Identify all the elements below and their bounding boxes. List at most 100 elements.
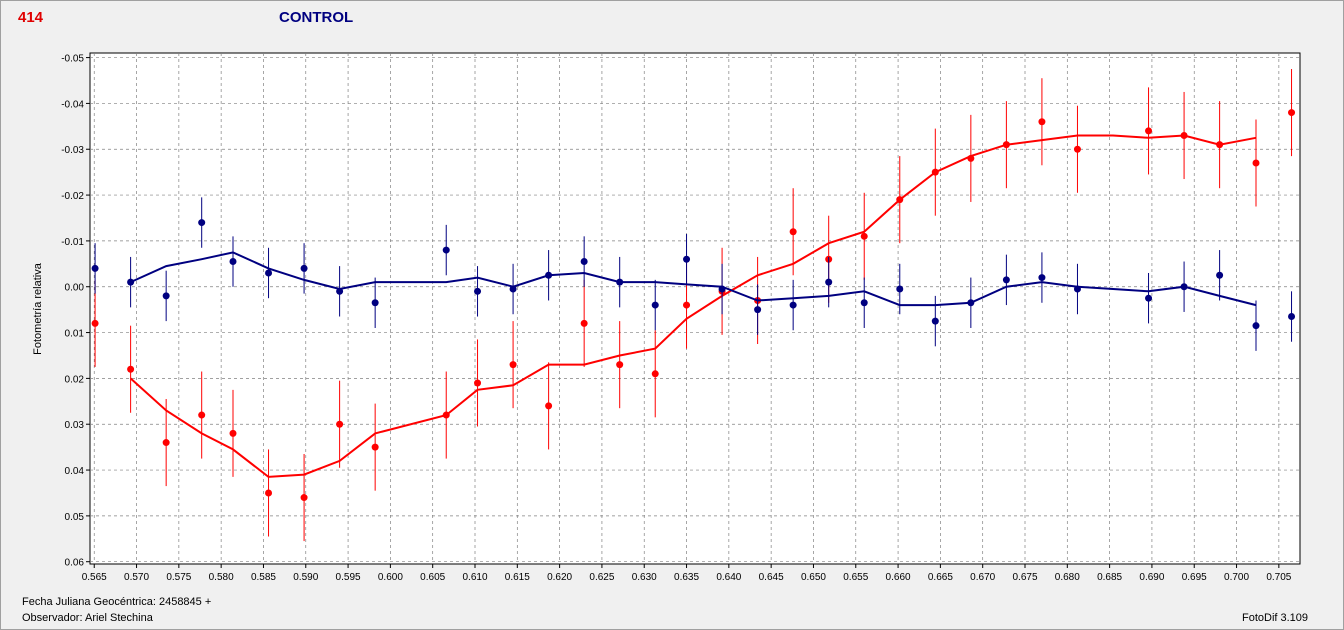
data-point: [860, 299, 868, 307]
data-point: [616, 278, 624, 286]
data-point: [931, 317, 939, 325]
data-point: [1002, 141, 1010, 149]
series-0: [91, 69, 1296, 542]
date-label: Fecha Juliana Geocéntrica: 2458845 +: [22, 596, 212, 608]
observer-label: Observador: Ariel Stechina: [22, 612, 153, 624]
data-point: [509, 285, 517, 293]
data-point: [265, 489, 273, 497]
x-tick-label: 0.670: [970, 572, 995, 583]
data-point: [1180, 131, 1188, 139]
data-point: [1038, 274, 1046, 282]
data-point: [683, 255, 691, 263]
data-point: [198, 219, 206, 227]
x-tick-label: 0.655: [843, 572, 868, 583]
y-tick-label: 0.06: [65, 558, 85, 569]
y-tick-label: 0.02: [65, 374, 85, 385]
data-point: [754, 306, 762, 314]
trend-line: [129, 134, 1257, 478]
y-tick-label: -0.03: [61, 145, 84, 156]
software-label: FotoDif 3.109: [1242, 612, 1309, 624]
data-point: [718, 285, 726, 293]
y-tick-label: -0.05: [61, 54, 84, 65]
data-point: [198, 411, 206, 419]
x-tick-label: 0.585: [251, 572, 276, 583]
object-id-label: 414: [18, 9, 44, 26]
data-point: [1288, 109, 1296, 117]
x-tick-label: 0.600: [378, 572, 403, 583]
data-point: [442, 246, 450, 254]
y-tick-label: -0.02: [61, 191, 84, 202]
chart-title: CONTROL: [279, 9, 354, 26]
data-point: [300, 494, 308, 502]
data-point: [860, 232, 868, 240]
data-point: [442, 411, 450, 419]
data-point: [1252, 322, 1260, 330]
data-point: [580, 258, 588, 266]
data-point: [580, 319, 588, 327]
x-tick-label: 0.660: [886, 572, 911, 583]
data-point: [1288, 313, 1296, 321]
trend-line: [130, 251, 1257, 307]
data-point: [229, 429, 237, 437]
data-point: [1216, 271, 1224, 279]
data-point: [651, 301, 659, 309]
data-point: [789, 228, 797, 236]
y-tick-label: -0.04: [61, 99, 84, 110]
x-tick-label: 0.570: [124, 572, 149, 583]
data-point: [229, 258, 237, 266]
data-point: [91, 264, 99, 272]
x-tick-label: 0.630: [632, 572, 657, 583]
data-point: [1073, 285, 1081, 293]
data-point: [896, 285, 904, 293]
series-layer: [91, 69, 1296, 542]
data-point: [967, 299, 975, 307]
x-tick-label: 0.635: [674, 572, 699, 583]
data-point: [162, 439, 170, 447]
data-point: [509, 361, 517, 369]
y-tick-label: 0.00: [65, 283, 85, 294]
x-tick-label: 0.700: [1224, 572, 1249, 583]
y-axis-ticks: -0.05 -0.04 -0.03 -0.02 -0.01 0.00 0.01 0.02 0.0…: [61, 54, 90, 569]
data-point: [371, 299, 379, 307]
x-tick-label: 0.595: [336, 572, 361, 583]
x-tick-label: 0.650: [801, 572, 826, 583]
data-point: [1145, 294, 1153, 302]
x-tick-label: 0.580: [209, 572, 234, 583]
x-tick-label: 0.690: [1139, 572, 1164, 583]
x-tick-label: 0.565: [82, 572, 107, 583]
data-point: [931, 168, 939, 176]
data-point: [371, 443, 379, 451]
x-tick-label: 0.685: [1097, 572, 1122, 583]
data-point: [545, 271, 553, 279]
data-point: [545, 402, 553, 410]
y-tick-label: -0.01: [61, 237, 84, 248]
x-tick-label: 0.625: [589, 572, 614, 583]
data-point: [127, 278, 135, 286]
data-point: [300, 264, 308, 272]
data-point: [336, 420, 344, 428]
data-point: [474, 287, 482, 295]
x-tick-label: 0.665: [928, 572, 953, 583]
x-tick-label: 0.605: [420, 572, 445, 583]
data-point: [1216, 141, 1224, 149]
data-point: [616, 361, 624, 369]
plot-area: [89, 52, 1301, 565]
x-tick-label: 0.645: [759, 572, 784, 583]
x-tick-label: 0.610: [462, 572, 487, 583]
x-tick-label: 0.615: [505, 572, 530, 583]
data-point: [162, 292, 170, 300]
x-tick-label: 0.705: [1266, 572, 1291, 583]
x-tick-label: 0.590: [293, 572, 318, 583]
data-point: [1180, 283, 1188, 291]
x-tick-label: 0.680: [1055, 572, 1080, 583]
data-point: [896, 196, 904, 204]
y-tick-label: 0.04: [65, 466, 85, 477]
data-point: [336, 287, 344, 295]
data-point: [1145, 127, 1153, 135]
x-tick-label: 0.640: [716, 572, 741, 583]
data-point: [474, 379, 482, 387]
data-point: [1252, 159, 1260, 167]
y-tick-label: 0.05: [65, 512, 85, 523]
data-point: [967, 154, 975, 162]
